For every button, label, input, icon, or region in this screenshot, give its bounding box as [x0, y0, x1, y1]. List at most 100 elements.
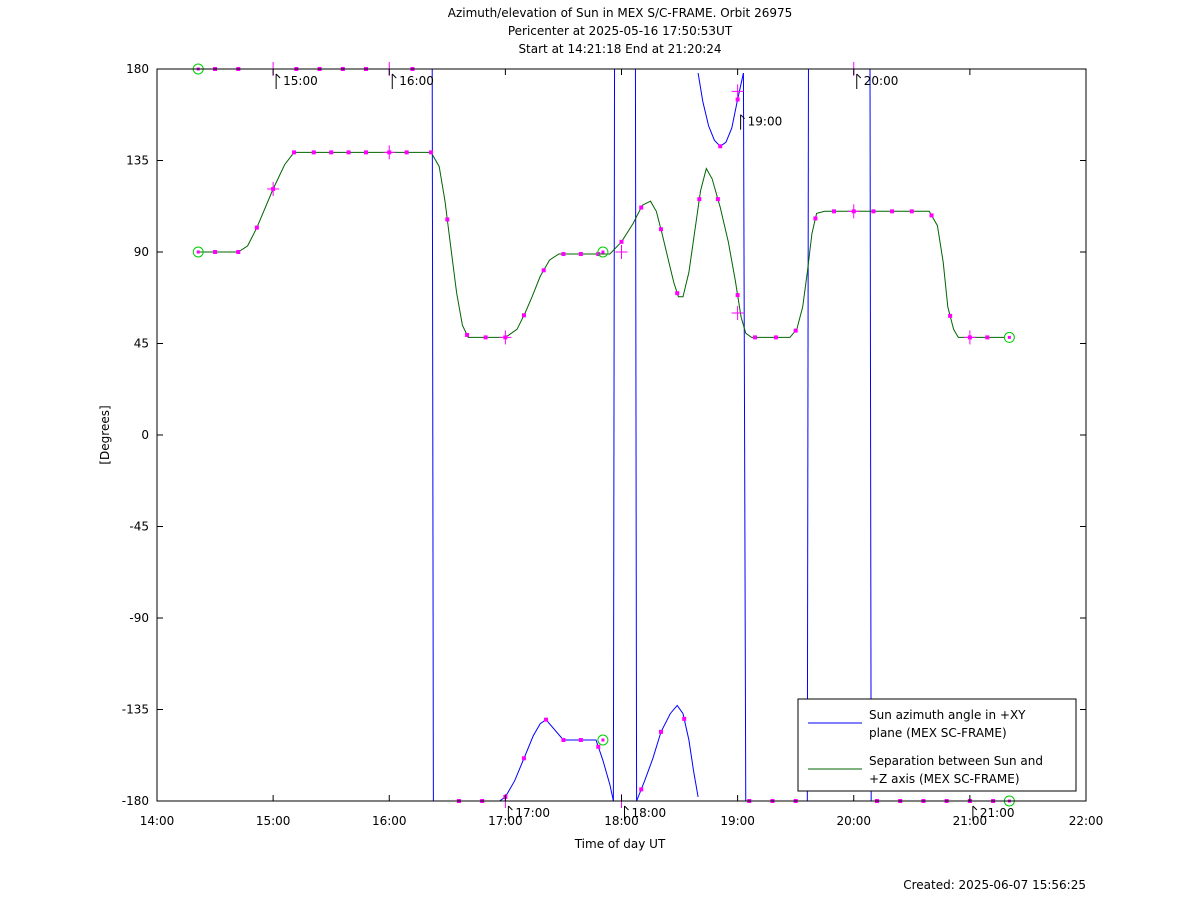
separation-marker-11: [429, 150, 434, 155]
x-tick-label-3: 17:00: [488, 814, 523, 828]
plot-area: [157, 69, 1086, 801]
hour-marker-6: 21:00: [972, 805, 1015, 821]
separation-marker-0: [213, 250, 218, 254]
separation-marker-10: [404, 150, 409, 155]
endpoint-marker-3: [597, 734, 609, 746]
separation-marker-34: [871, 209, 876, 214]
separation-marker-17: [541, 268, 546, 273]
y-tick-label-4: 0: [141, 428, 149, 442]
x-tick-label-4: 18:00: [604, 814, 639, 828]
separation-marker-4: [292, 150, 297, 155]
separation-marker-21: [619, 239, 624, 244]
azimuth-marker-16: [639, 787, 644, 792]
hour-marker-3: 18:00: [624, 805, 667, 821]
hour-cross-4: [731, 84, 744, 99]
azimuth-wrap-line-3: [742, 73, 747, 802]
x-tick-label-5: 19:00: [720, 814, 755, 828]
axes: 14:00 15:00 16:00 17:00 18:00 19:00 20:00 21:00…: [122, 62, 1104, 828]
azimuth-wrap-line-1: [612, 68, 616, 802]
endpoint-marker-4: [1003, 331, 1015, 343]
separation-marker-35: [890, 209, 895, 214]
x-tick-label-6: 20:00: [836, 814, 871, 828]
y-tick-label-5: -45: [129, 520, 149, 534]
azimuth-wrap-line-5: [869, 68, 872, 802]
azimuth-marker-12: [561, 738, 566, 742]
separation-marker-30: [793, 328, 798, 333]
x-axis-label: Time of day UT: [574, 837, 666, 851]
y-tick-label-3: 45: [134, 337, 149, 351]
hour-marker-5: 20:00: [856, 73, 899, 89]
y-tick-label-7: -135: [122, 703, 149, 717]
separation-marker-25: [697, 197, 702, 202]
separation-marker-37: [929, 213, 934, 218]
azimuth-marker-19: [718, 144, 723, 149]
azimuth-marker-20: [735, 97, 740, 102]
legend-label-separation-0: Separation between Sun and: [869, 754, 1043, 768]
separation-marker-31: [813, 216, 818, 221]
created-timestamp: Created: 2025-06-07 15:56:25: [903, 878, 1086, 892]
separation-marker-7: [346, 150, 351, 155]
legend-box: [797, 698, 1077, 792]
hour-cross-11: [847, 204, 860, 219]
hour-marker-label-1: 16:00: [399, 74, 434, 88]
hour-marker-label-6: 21:00: [980, 806, 1015, 820]
azimuth-wrap-line-0: [431, 68, 434, 802]
x-tick-label-8: 22:00: [1069, 814, 1104, 828]
legend: Sun azimuth angle in +XY plane (MEX SC-FR…: [797, 698, 1077, 792]
separation-marker-24: [675, 291, 680, 296]
y-tick-label-1: 135: [126, 154, 149, 168]
azimuth-wrap-line-4: [806, 68, 809, 802]
y-tick-label-8: -180: [122, 794, 149, 808]
hour-marker-label-0: 15:00: [283, 74, 318, 88]
endpoint-marker-2: [597, 246, 609, 258]
hour-marker-2: 17:00: [507, 805, 550, 821]
chart-title-3: Start at 14:21:18 End at 21:20:24: [518, 42, 721, 56]
azimuth-marker-17: [658, 729, 663, 734]
endpoint-marker-1: [192, 246, 204, 258]
hour-cross-9: [615, 245, 628, 259]
legend-label-separation-1: +Z axis (MEX SC-FRAME): [869, 772, 1020, 786]
separation-marker-5: [311, 150, 316, 155]
separation-marker-38: [948, 313, 953, 318]
hour-marker-label-4: 19:00: [748, 115, 783, 129]
hour-cross-6: [267, 181, 280, 196]
y-tick-label-2: 90: [134, 245, 149, 259]
azimuth-wrap-line-2: [634, 68, 638, 802]
separation-marker-27: [735, 293, 740, 298]
hour-cross-7: [383, 145, 396, 160]
separation-marker-1: [236, 250, 241, 254]
separation-marker-26: [715, 197, 720, 202]
legend-label-azimuth-0: Sun azimuth angle in +XY: [869, 708, 1026, 722]
separation-marker-12: [445, 217, 450, 222]
azimuth-line-segment-2: [636, 704, 699, 802]
separation-marker-29: [773, 335, 778, 340]
x-tick-label-1: 15:00: [256, 814, 291, 828]
separation-marker-2: [254, 225, 259, 230]
hour-cross-10: [731, 306, 744, 320]
separation-marker-40: [985, 335, 990, 340]
separation-marker-6: [329, 150, 334, 155]
separation-marker-16: [521, 313, 526, 318]
separation-marker-13: [465, 332, 470, 337]
separation-marker-14: [483, 335, 488, 340]
hour-cross-12: [963, 330, 976, 345]
azimuth-marker-11: [544, 717, 549, 722]
x-tick-label-7: 21:00: [953, 814, 988, 828]
x-tick-label-2: 16:00: [372, 814, 407, 828]
hour-marker-4: 19:00: [740, 114, 783, 130]
hour-marker-label-3: 18:00: [632, 806, 667, 820]
hour-cross-8: [499, 330, 512, 345]
azimuth-marker-18: [682, 716, 687, 721]
separation-marker-8: [364, 150, 369, 155]
hour-marker-label-2: 17:00: [515, 806, 550, 820]
legend-label-azimuth-1: plane (MEX SC-FRAME): [869, 726, 1007, 740]
separation-marker-23: [658, 227, 663, 232]
hour-marker-label-5: 20:00: [864, 74, 899, 88]
chart-title-1: Azimuth/elevation of Sun in MEX S/C-FRAM…: [448, 6, 793, 20]
y-axis-label: [Degrees]: [98, 405, 112, 464]
x-tick-label-0: 14:00: [140, 814, 175, 828]
separation-marker-22: [639, 205, 644, 210]
hour-marker-1: 16:00: [391, 73, 434, 89]
